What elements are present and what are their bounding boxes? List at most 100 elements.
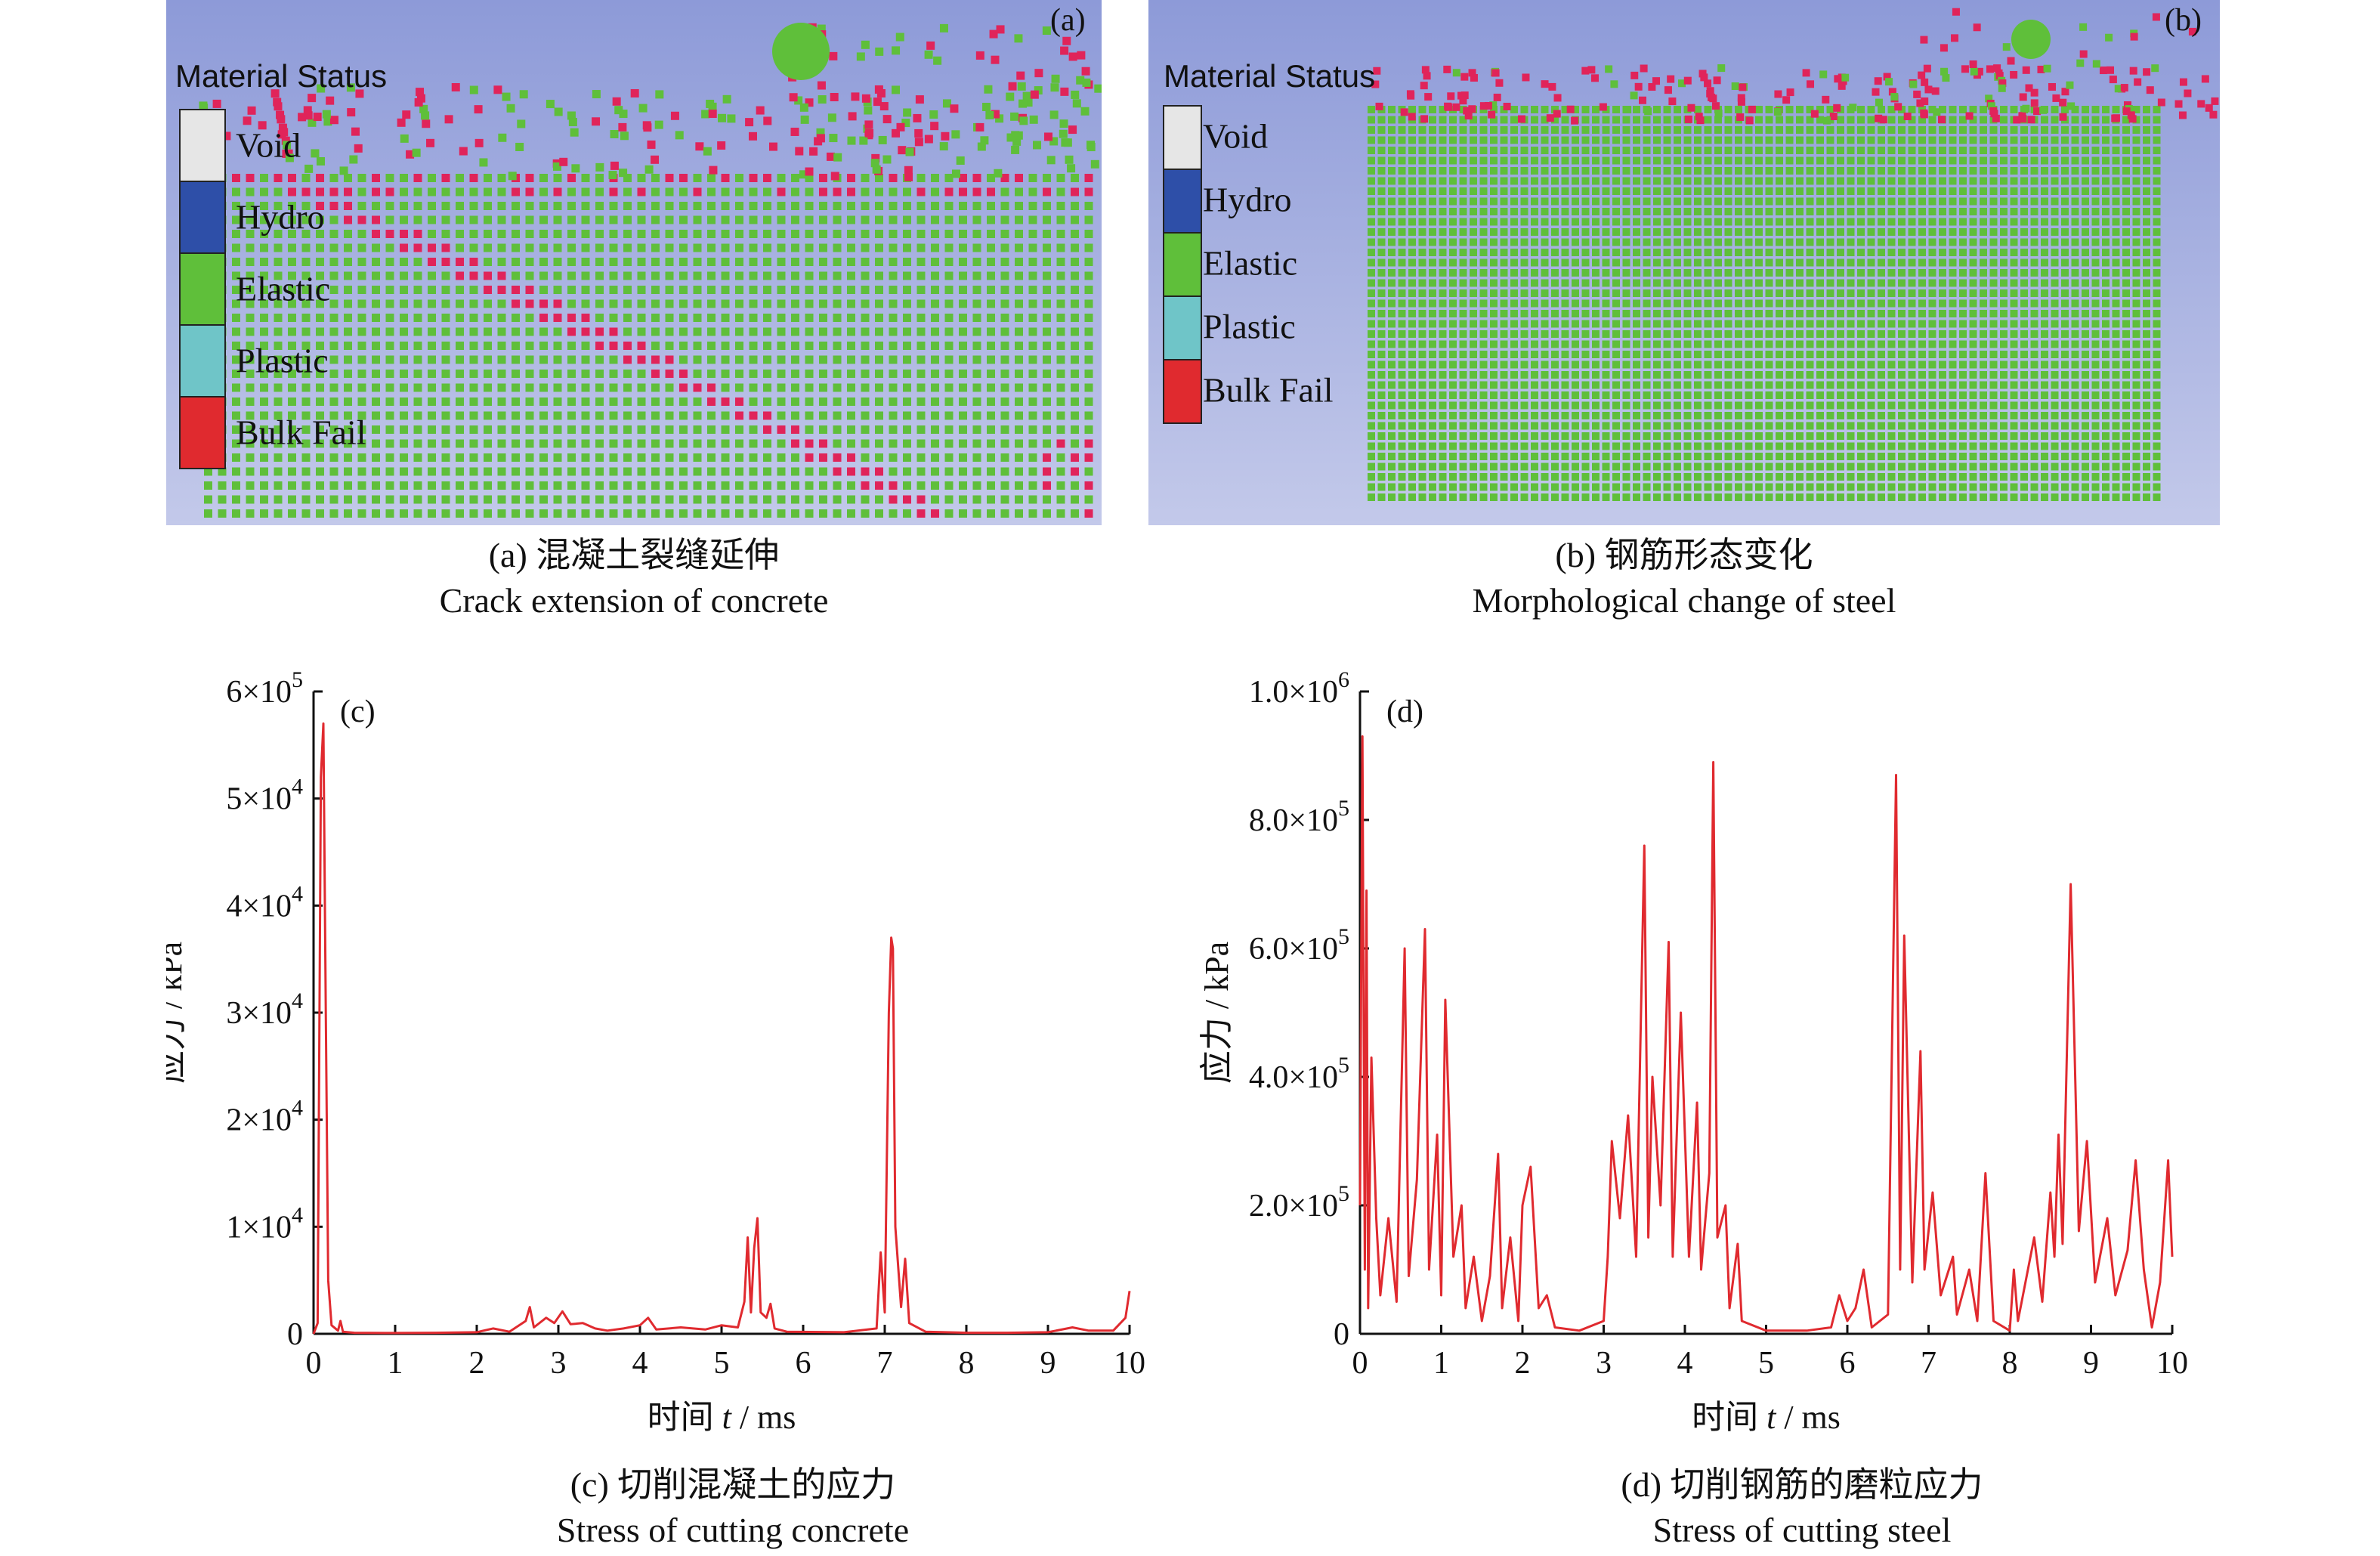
particle [441,327,450,336]
particle [1878,320,1885,328]
particle [456,495,464,504]
particle [2112,340,2120,348]
particle [2061,208,2069,215]
particle [1612,279,1620,287]
particle [1969,269,1977,277]
particle [329,116,338,125]
particle [1928,351,1936,358]
particle [791,230,799,238]
particle [1643,462,1651,471]
particle [1847,462,1855,471]
particle [2082,249,2089,256]
particle [1510,218,1518,226]
particle [1694,156,1702,165]
particle [1470,401,1477,410]
particle [1510,228,1518,236]
particle [1785,330,1794,338]
particle [2143,279,2150,287]
particle [2030,156,2038,165]
particle [1418,422,1426,430]
particle [1479,483,1488,491]
particle [2082,330,2089,338]
particle [1418,462,1426,471]
particle [972,271,981,280]
particle [1887,136,1896,144]
particle [1520,442,1528,450]
particle [2061,177,2069,185]
particle [1745,432,1753,440]
particle [1439,208,1447,215]
particle [385,258,394,266]
particle [232,439,240,448]
particle [1375,102,1383,110]
particle [777,187,786,196]
particle [1949,401,1957,410]
particle [1520,269,1528,277]
particle [1500,371,1508,379]
particle [1643,116,1651,124]
particle [749,481,758,490]
particle [1918,360,1926,369]
particle [469,243,478,252]
particle [1908,126,1916,134]
particle [1510,422,1518,430]
particle [1449,462,1457,471]
particle [1033,141,1042,150]
particle [972,398,981,406]
particle [1785,167,1794,175]
particle [1816,156,1824,165]
particle [1449,126,1457,134]
particle [763,202,771,210]
particle [1745,412,1753,419]
particle [1735,360,1742,369]
particle [1520,473,1528,481]
particle [1408,269,1416,277]
particle [1071,411,1079,420]
particle [288,230,296,238]
particle [931,411,939,420]
particle [1867,340,1875,348]
particle [1520,493,1528,501]
particle [2112,136,2120,144]
particle [1908,401,1916,410]
particle [301,425,311,434]
particle [222,131,231,141]
particle [2132,136,2140,144]
particle [493,85,502,94]
particle [1479,228,1488,236]
particle [1490,289,1498,297]
particle [1479,187,1488,195]
particle [1572,218,1579,226]
particle [749,467,758,476]
particle [1939,228,1946,236]
particle [1776,371,1783,379]
particle [861,258,870,266]
particle [1551,422,1559,430]
particle [1398,330,1406,338]
particle [819,355,827,364]
particle [1765,351,1773,358]
particle [1531,493,1538,501]
particle [2112,279,2120,287]
particle [1028,425,1037,434]
particle [1459,147,1467,154]
particle [1418,289,1426,297]
particle [2091,453,2100,460]
particle [1470,391,1477,399]
particle [428,174,436,182]
particle [1581,177,1590,185]
particle [260,174,268,182]
particle [2132,167,2140,175]
particle [581,370,590,378]
particle [1755,442,1763,450]
particle [595,174,604,182]
particle [1439,197,1447,206]
particle [301,215,311,224]
particle [1837,269,1844,277]
particle [1857,116,1865,124]
particle [1418,340,1426,348]
particle [1408,249,1416,256]
particle [1674,197,1681,206]
particle [288,411,296,420]
particle [246,355,255,364]
